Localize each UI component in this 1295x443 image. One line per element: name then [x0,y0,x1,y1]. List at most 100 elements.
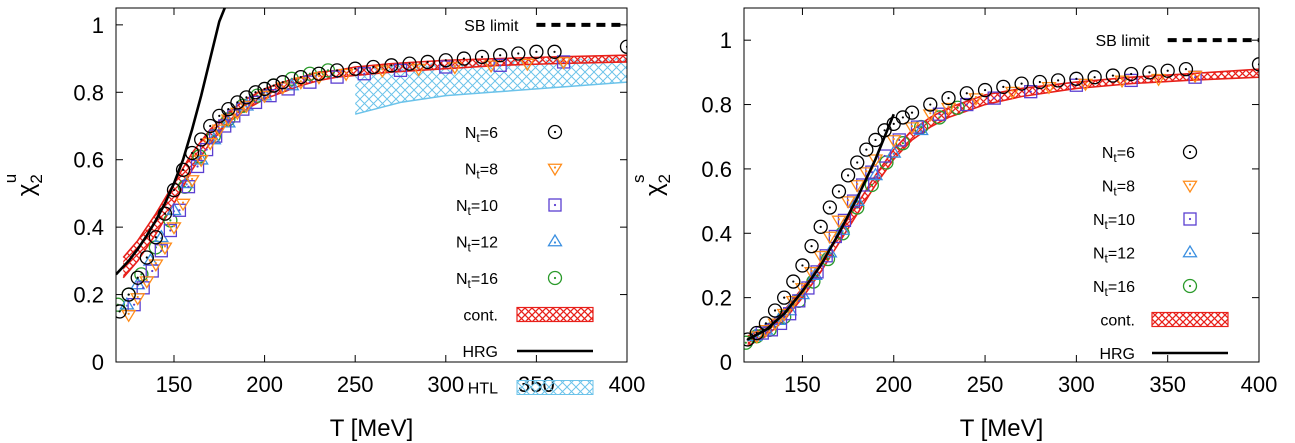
legend-marker-Nt6-dot [553,130,557,134]
data-point-Nt6-ring [1178,61,1194,77]
data-point-Nt8-tri [211,124,227,138]
data-point-Nt6 [257,81,272,97]
data-point-Nt6-ring [529,44,544,59]
x-tick-label: 350 [1149,372,1186,397]
legend-marker-Nt8-dot [1188,183,1192,186]
y-tick-label: 0.2 [73,283,104,308]
data-point-Nt6 [804,238,819,254]
data-point-Nt16-dot [920,125,923,129]
data-point-Nt10-dot [308,81,311,84]
data-point-Nt6-dot [272,84,275,87]
data-point-Nt12-tri [867,167,884,181]
data-point-Nt8-dot [1120,78,1124,81]
data-point-Nt6 [230,95,245,110]
data-point-Nt6-dot [828,206,831,209]
data-point-Nt8-tri [238,100,255,114]
data-point-Nt6-dot [181,168,185,171]
data-point-Nt16-ring [134,267,149,282]
y-tick-label: 0 [720,350,732,375]
legend-label-eq: =12 [1108,246,1135,263]
data-point-Nt10 [987,91,1001,105]
data-point-Nt6 [366,59,381,75]
y-axis-label-sup: s [629,174,648,183]
data-point-Nt6-ring [1014,76,1029,91]
data-point-Nt6-dot [783,296,786,299]
data-point-Nt8-tri [840,196,856,209]
data-point-Nt8-tri [831,215,847,229]
data-point-Nt6-ring [329,63,345,78]
data-point-Nt16-ring [950,100,965,115]
data-point-Nt6-ring [275,75,290,90]
y-axis-label-sub: 2 [27,174,46,183]
data-point-Nt6-ring [749,325,764,341]
cont-band-lower-edge [747,76,1259,347]
data-point-Nt6 [266,78,281,93]
data-point-Nt6-ring [366,59,381,75]
data-point-Nt8-dot [281,85,284,88]
data-point-Nt10-dot [151,269,154,273]
data-point-Nt8 [840,196,856,209]
legend-marker-Nt8-dot [553,166,557,169]
data-point-Nt6-ring [420,54,435,70]
data-point-Nt16-dot [744,341,747,344]
legend-marker-Nt10-dot [553,203,557,207]
data-point-Nt8 [1150,73,1167,87]
data-point-Nt8 [374,65,391,79]
data-point-Nt6 [822,200,837,215]
legend-label-sub: t [476,131,480,145]
data-point-Nt8 [202,137,218,151]
data-point-Nt8 [447,62,463,75]
data-point-Nt8-tri [785,295,801,309]
legend-label-n: N [1093,246,1105,263]
x-tick-label: 250 [337,372,374,397]
data-point-Nt6-ring [203,118,218,134]
data-point-Nt6-ring [1087,70,1102,85]
data-point-Nt8-dot [819,253,822,256]
data-point-Nt16-dot [870,183,873,187]
data-point-Nt8-dot [417,66,420,69]
data-point-Nt6 [813,219,828,234]
legend-label: Nt=16 [1093,279,1135,299]
legend-label: Nt=12 [456,235,498,255]
data-point-Nt8 [1114,75,1130,89]
data-point-Nt8-dot [828,234,831,237]
data-point-Nt8-dot [846,198,850,202]
data-point-Nt8 [940,102,957,116]
legend-marker-Nt12-tri [547,233,563,247]
data-point-Nt6-ring [1160,63,1175,78]
data-point-Nt6-ring [293,69,308,85]
data-point-Nt6-ring [248,85,263,100]
data-point-Nt8-tri [922,109,938,122]
legend-item-Nt8: Nt=8 [1102,179,1198,199]
y-tick-label: 0.4 [701,221,732,246]
data-point-Nt8-tri [483,60,499,74]
data-point-Nt10-dot [287,87,290,91]
legend-label-sub: t [1105,285,1109,299]
data-point-Nt12-tri [849,193,865,206]
data-point-Nt8-dot [489,63,493,66]
data-point-Nt16 [950,100,965,115]
legend-label-eq: =16 [471,271,498,288]
y-tick-label: 0.8 [701,93,732,118]
data-point-Nt6-ring [1124,66,1139,82]
data-point-Nt6-dot [983,88,987,92]
legend-marker-Nt16 [1182,278,1198,294]
data-point-Nt6-ring [895,110,911,125]
data-point-Nt10-box [987,91,1001,105]
data-point-Nt6 [1050,73,1066,88]
legend-label-eq: =6 [1117,145,1135,162]
data-point-Nt6-ring [795,258,810,273]
legend-item-htl: HTL [468,380,594,398]
data-point-Nt10-box [856,178,870,192]
data-point-Nt6-dot [910,111,914,114]
data-point-Nt6-dot [1130,72,1133,76]
data-point-Nt10-box [828,229,842,244]
data-point-Nt10-box [910,120,925,134]
data-point-Nt6-ring [239,90,254,105]
legend-label-cont: cont. [1100,313,1135,330]
data-point-Nt16-ring [116,297,125,312]
data-point-Nt12 [867,167,884,181]
htl-band [355,57,627,115]
data-point-Nt8-tri [157,242,173,256]
